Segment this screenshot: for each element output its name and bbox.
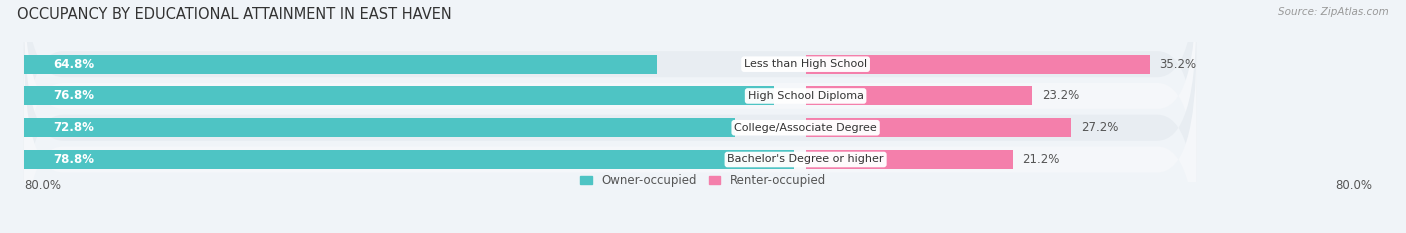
Bar: [806, 150, 1012, 169]
Bar: [24, 55, 657, 74]
Text: 27.2%: 27.2%: [1081, 121, 1119, 134]
Legend: Owner-occupied, Renter-occupied: Owner-occupied, Renter-occupied: [579, 174, 827, 187]
Text: Source: ZipAtlas.com: Source: ZipAtlas.com: [1278, 7, 1389, 17]
FancyBboxPatch shape: [24, 45, 1197, 233]
Text: OCCUPANCY BY EDUCATIONAL ATTAINMENT IN EAST HAVEN: OCCUPANCY BY EDUCATIONAL ATTAINMENT IN E…: [17, 7, 451, 22]
Text: 35.2%: 35.2%: [1160, 58, 1197, 71]
FancyBboxPatch shape: [24, 14, 1197, 233]
FancyBboxPatch shape: [24, 0, 1197, 210]
Bar: [24, 86, 775, 106]
Text: 64.8%: 64.8%: [53, 58, 94, 71]
FancyBboxPatch shape: [24, 0, 1197, 178]
Bar: [806, 55, 1150, 74]
Text: High School Diploma: High School Diploma: [748, 91, 863, 101]
Bar: [24, 118, 735, 137]
Text: 78.8%: 78.8%: [53, 153, 94, 166]
Bar: [806, 118, 1071, 137]
Text: 76.8%: 76.8%: [53, 89, 94, 103]
Text: 80.0%: 80.0%: [24, 179, 60, 192]
Text: Less than High School: Less than High School: [744, 59, 868, 69]
Text: 72.8%: 72.8%: [53, 121, 94, 134]
Text: 23.2%: 23.2%: [1042, 89, 1080, 103]
Text: Bachelor's Degree or higher: Bachelor's Degree or higher: [727, 154, 884, 164]
Bar: [806, 86, 1032, 106]
Text: 21.2%: 21.2%: [1022, 153, 1060, 166]
Text: 80.0%: 80.0%: [1336, 179, 1372, 192]
Text: College/Associate Degree: College/Associate Degree: [734, 123, 877, 133]
Bar: [24, 150, 794, 169]
